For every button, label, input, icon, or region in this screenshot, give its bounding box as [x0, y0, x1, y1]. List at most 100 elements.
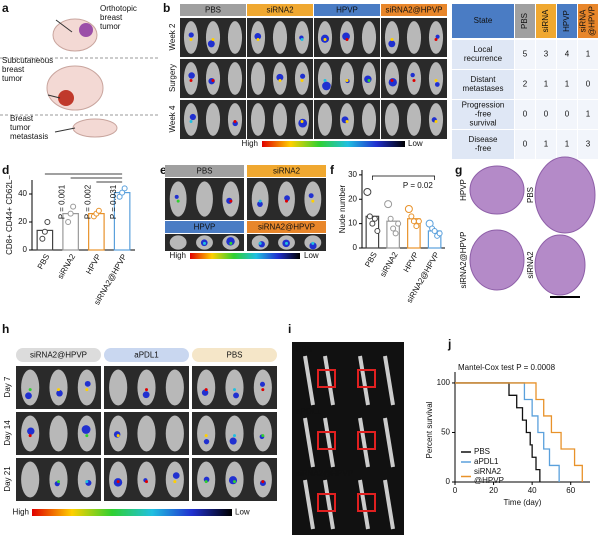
signal	[56, 390, 63, 397]
panel-letter: h	[2, 322, 9, 336]
signal	[228, 476, 238, 485]
mouse	[428, 62, 444, 95]
signal	[284, 195, 290, 202]
chart-title: Mantel-Cox test P = 0.0008	[458, 363, 556, 372]
ct-label: aPDL1	[296, 407, 321, 416]
signal	[434, 82, 440, 87]
signal	[211, 37, 215, 41]
signal	[229, 199, 233, 203]
x-tick-label: HPVP	[84, 253, 103, 276]
signal	[285, 241, 288, 245]
row-label: Week 4	[168, 105, 177, 133]
mouse	[49, 461, 68, 498]
mouse	[253, 369, 272, 406]
table-header: HPVP	[562, 10, 571, 32]
signal	[233, 119, 237, 123]
data-point	[41, 228, 48, 235]
signal	[85, 434, 89, 438]
p-value: P = 0.001	[58, 184, 67, 219]
row-label: Week 2	[168, 23, 177, 51]
table-header-cell	[536, 4, 556, 38]
data-point	[67, 210, 74, 217]
mouse	[227, 21, 243, 54]
signal	[189, 78, 193, 82]
data-point	[384, 200, 393, 209]
group-label: siRNA2@HPVP	[385, 6, 442, 15]
signal	[189, 113, 196, 121]
mouse	[253, 461, 272, 498]
signal	[145, 480, 148, 484]
data-point	[39, 235, 46, 242]
table-header: State	[474, 16, 493, 25]
signal	[434, 37, 438, 41]
mouse	[77, 369, 96, 406]
illustration-label: Orthotopic breast tumor	[100, 4, 137, 31]
panel-letter: a	[2, 1, 9, 15]
table-cell	[536, 100, 556, 129]
signal	[85, 480, 89, 484]
data-point	[431, 227, 438, 234]
signal	[259, 381, 266, 387]
y-tick-label: 20	[348, 194, 357, 203]
table-state: Progression -free survival	[462, 101, 505, 128]
table-state: Distant metastases	[463, 75, 504, 93]
signal	[203, 241, 206, 245]
table-state-cell	[452, 40, 514, 69]
signal	[308, 193, 314, 199]
y-tick-label: 50	[441, 428, 450, 437]
mouse	[169, 181, 187, 217]
mouse	[109, 369, 128, 406]
table-cell	[515, 70, 535, 99]
survival-curve	[455, 382, 560, 482]
table-cell	[515, 40, 535, 69]
data-point	[387, 215, 394, 222]
mouse	[406, 62, 422, 95]
y-tick-label: 0	[23, 245, 28, 254]
mouse	[384, 21, 400, 54]
signal	[27, 427, 35, 435]
bone	[303, 355, 315, 406]
y-axis-label: CD8+ CD44+ CD62L−	[5, 175, 14, 255]
table-cell	[557, 40, 577, 69]
table-value: 3	[586, 140, 591, 149]
signal	[85, 388, 89, 392]
roi	[357, 493, 376, 512]
table-cell	[557, 70, 577, 99]
data-point	[410, 218, 417, 225]
signal	[57, 480, 60, 484]
table-cell	[515, 100, 535, 129]
signal	[233, 392, 240, 399]
signal	[25, 392, 32, 400]
row-label: Day 14	[3, 420, 12, 446]
signal	[229, 437, 237, 445]
table-header-cell	[515, 4, 535, 38]
mouse	[304, 181, 322, 217]
bone	[303, 479, 315, 530]
tissue	[469, 165, 525, 215]
bone	[358, 417, 370, 468]
colorbar	[262, 141, 405, 147]
signal	[300, 73, 306, 79]
mouse	[251, 181, 269, 217]
data-point	[415, 218, 422, 225]
mouse	[205, 103, 221, 136]
signal	[300, 119, 304, 123]
table-header-cell	[557, 4, 577, 38]
table-value: 1	[544, 140, 549, 149]
signal	[345, 37, 349, 41]
row-label: Surgery	[168, 64, 177, 92]
group-header	[247, 4, 313, 16]
data-point	[65, 219, 72, 225]
panel-letter: d	[2, 163, 9, 177]
group-label: PBS	[226, 351, 242, 360]
bone	[358, 355, 370, 406]
y-tick-label: 0	[446, 477, 451, 486]
mouse	[361, 21, 377, 54]
table-cell	[536, 70, 556, 99]
bone	[303, 417, 315, 468]
panel-letter: g	[455, 163, 462, 177]
data-point	[371, 215, 378, 222]
signal	[204, 434, 208, 438]
mouse	[49, 369, 68, 406]
bar	[386, 220, 400, 249]
